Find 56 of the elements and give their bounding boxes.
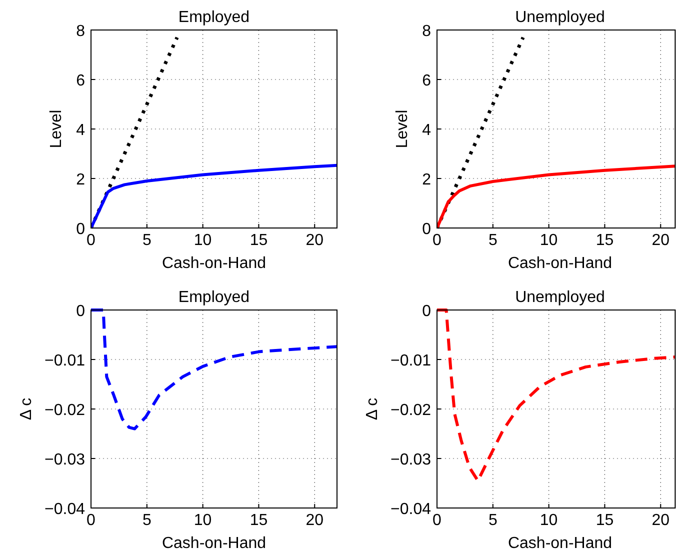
line-series (91, 164, 337, 230)
x-tick-label: 10 (540, 512, 558, 529)
x-axis-title: Cash-on-Hand (162, 535, 266, 552)
x-tick-label: 15 (250, 232, 268, 249)
y-tick-label: 0 (422, 303, 432, 320)
y-tick-label: 2 (422, 172, 432, 188)
x-tick-label: 5 (142, 232, 152, 249)
y-tick-label: −0.04 (44, 501, 86, 518)
x-tick-label: 5 (488, 232, 498, 249)
chart-title: Employed (178, 289, 250, 306)
y-tick-label: −0.01 (44, 352, 86, 370)
x-axis-title: Cash-on-Hand (508, 535, 612, 552)
y-tick-label: 0 (76, 221, 86, 238)
y-axis-title: Δ c (364, 398, 381, 420)
x-tick-label: 5 (488, 512, 498, 529)
y-tick-label: 4 (76, 122, 86, 139)
x-tick-label: 10 (540, 232, 558, 249)
y-axis-title: Δ c (18, 398, 35, 420)
y-tick-label: −0.01 (390, 352, 432, 370)
x-tick-label: 0 (432, 512, 442, 529)
x-tick-label: 0 (86, 512, 96, 529)
x-tick-label: 0 (86, 232, 96, 249)
line-series (437, 164, 676, 230)
y-tick-label: 4 (422, 122, 432, 139)
x-tick-label: 15 (596, 512, 614, 529)
y-axis-title: Level (48, 110, 65, 148)
x-tick-label: 20 (652, 512, 670, 529)
line-series (91, 308, 337, 430)
x-tick-label: 5 (142, 512, 152, 529)
x-tick-label: 20 (306, 232, 324, 249)
y-tick-label: 8 (76, 23, 86, 40)
x-axis-title: Cash-on-Hand (508, 255, 612, 272)
y-tick-label: 2 (76, 172, 86, 188)
x-tick-label: 15 (596, 232, 614, 249)
y-tick-label: −0.02 (44, 402, 86, 419)
chart-title: Unemployed (515, 289, 605, 306)
x-tick-label: 15 (250, 512, 268, 529)
x-tick-label: 0 (432, 232, 442, 249)
y-tick-label: −0.03 (44, 452, 86, 468)
x-tick-label: 10 (194, 232, 212, 249)
x-axis-title: Cash-on-Hand (162, 255, 266, 272)
x-tick-label: 20 (306, 512, 324, 529)
y-tick-label: 0 (76, 303, 86, 320)
y-tick-label: 6 (422, 72, 432, 90)
y-tick-label: −0.02 (390, 402, 432, 419)
chart-title: Unemployed (515, 9, 605, 26)
chart-title: Employed (178, 9, 250, 26)
y-tick-label: 0 (422, 221, 432, 238)
y-tick-label: 8 (422, 23, 432, 40)
y-axis-title: Level (394, 110, 411, 148)
y-tick-label: −0.04 (390, 501, 432, 518)
y-tick-label: 6 (76, 72, 86, 90)
x-tick-label: 10 (194, 512, 212, 529)
y-tick-label: −0.03 (390, 452, 432, 468)
line-series (437, 308, 676, 482)
x-tick-label: 20 (652, 232, 670, 249)
